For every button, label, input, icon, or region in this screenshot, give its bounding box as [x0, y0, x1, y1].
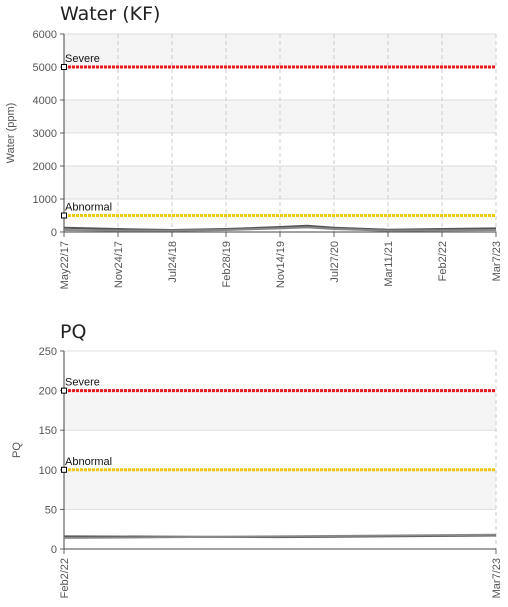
y-axis-title: PQ — [11, 442, 23, 458]
y-tick-label: 100 — [39, 465, 57, 477]
y-tick-label: 3000 — [33, 128, 57, 140]
x-tick-label: Mar7/23 — [491, 241, 503, 281]
series-line-1 — [63, 224, 497, 232]
y-tick-label: 0 — [51, 227, 57, 239]
chart-title-pq: PQ — [60, 321, 87, 343]
x-tick-label: Jul27/20 — [329, 241, 341, 283]
x-tick-label: May22/17 — [59, 241, 71, 289]
y-tick-label: 150 — [39, 425, 57, 437]
x-tick-label: Mar11/21 — [383, 241, 395, 287]
y-tick-label: 200 — [39, 386, 57, 398]
x-tick-label: Nov14/19 — [275, 241, 287, 288]
severe-threshold-label: Severe — [65, 53, 100, 65]
abnormal-threshold-label: Abnormal — [65, 456, 112, 468]
plot-band — [64, 469, 496, 510]
abnormal-threshold-label: Abnormal — [65, 202, 112, 214]
series-line-2 — [63, 533, 497, 539]
abnormal-threshold-marker — [61, 212, 67, 219]
x-tick-label: Feb2/22 — [59, 558, 71, 598]
y-tick-label: 0 — [51, 544, 57, 556]
y-tick-label: 5000 — [33, 62, 57, 74]
severe-threshold-marker — [61, 387, 67, 394]
x-tick-label: Nov24/17 — [113, 241, 125, 288]
x-tick-label: Feb28/19 — [221, 241, 233, 287]
y-tick-label: 2000 — [33, 161, 57, 173]
plot-band — [64, 390, 496, 431]
y-tick-label: 50 — [45, 504, 57, 516]
series-line-2 — [63, 226, 497, 232]
x-tick-label: Jul24/18 — [167, 241, 179, 283]
severe-threshold-marker — [61, 64, 67, 70]
y-tick-label: 1000 — [33, 194, 57, 206]
severe-threshold-label: Severe — [65, 377, 100, 389]
y-tick-label: 4000 — [33, 95, 57, 107]
x-tick-label: Feb2/22 — [437, 241, 449, 281]
y-tick-label: 6000 — [33, 29, 57, 41]
abnormal-threshold-marker — [61, 466, 67, 473]
y-axis-title: Water (ppm) — [5, 103, 17, 164]
chart-title-water: Water (KF) — [60, 3, 161, 25]
x-tick-label: Mar7/23 — [491, 558, 503, 598]
y-tick-label: 250 — [39, 346, 57, 358]
